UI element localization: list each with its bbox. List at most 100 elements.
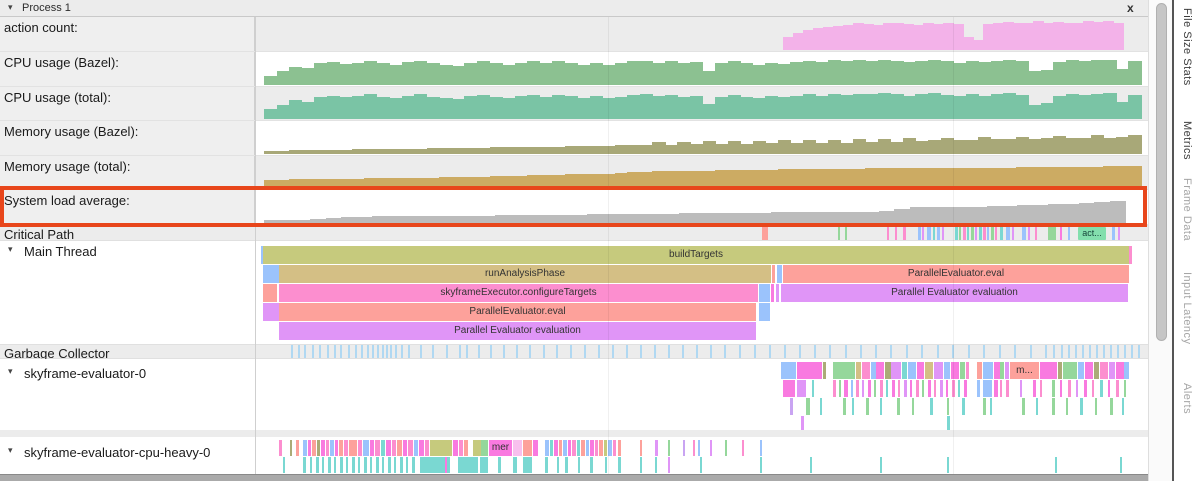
critical-path-slice[interactable] — [991, 227, 994, 240]
flame-slice[interactable] — [263, 303, 279, 321]
flame-slice[interactable] — [1058, 362, 1062, 379]
flame-slice[interactable] — [1124, 380, 1126, 397]
critical-path-slice[interactable] — [983, 227, 986, 240]
flame-slice[interactable] — [445, 457, 447, 473]
flame-slice[interactable] — [904, 380, 907, 397]
critical-path-slice[interactable] — [1012, 227, 1014, 240]
flame-slice-buildtargets[interactable]: buildTargets — [263, 246, 1129, 264]
flame-slice[interactable] — [618, 440, 621, 456]
gc-event-tick[interactable] — [1053, 345, 1055, 358]
flame-slice[interactable] — [577, 440, 580, 456]
counter-track[interactable] — [256, 87, 1148, 120]
flame-slice-skyframeexecutor-configuretargets[interactable]: skyframeExecutor.configureTargets — [279, 284, 758, 302]
tab-alerts[interactable]: Alerts — [1181, 383, 1193, 415]
flame-slice-mer[interactable]: mer — [489, 440, 512, 456]
critical-path-slice[interactable] — [987, 227, 989, 240]
flame-slice[interactable] — [910, 380, 912, 397]
flame-slice[interactable] — [891, 362, 901, 379]
gc-event-tick[interactable] — [304, 345, 306, 358]
flame-slice[interactable] — [334, 457, 336, 473]
flame-slice[interactable] — [851, 380, 853, 397]
critical-path-slice[interactable] — [1048, 227, 1056, 240]
collapse-triangle-icon[interactable]: ▾ — [8, 445, 13, 455]
gc-event-tick[interactable] — [784, 345, 786, 358]
gc-event-tick[interactable] — [1096, 345, 1098, 358]
flame-slice[interactable] — [339, 440, 343, 456]
flame-slice[interactable] — [856, 380, 859, 397]
flame-slice[interactable] — [810, 457, 812, 473]
gc-event-tick[interactable] — [312, 345, 314, 358]
flame-slice[interactable] — [554, 440, 558, 456]
flame-slice[interactable] — [934, 362, 943, 379]
flame-slice[interactable] — [856, 362, 861, 379]
flame-slice[interactable] — [880, 398, 882, 415]
flame-slice[interactable] — [346, 457, 348, 473]
flame-slice[interactable] — [820, 398, 822, 415]
gc-event-tick[interactable] — [829, 345, 831, 358]
flame-slice-parallelevaluator-eval[interactable]: ParallelEvaluator.eval — [783, 265, 1129, 283]
flame-slice[interactable] — [922, 380, 924, 397]
flame-slice[interactable] — [408, 440, 413, 456]
flame-slice[interactable] — [400, 457, 403, 473]
flame-slice[interactable] — [917, 362, 924, 379]
gc-event-tick[interactable] — [503, 345, 505, 358]
flame-slice[interactable] — [513, 440, 522, 456]
flame-slice[interactable] — [1000, 362, 1004, 379]
flame-slice[interactable] — [618, 457, 621, 473]
flame-slice[interactable] — [790, 398, 793, 415]
flame-slice[interactable] — [710, 440, 712, 456]
flame-slice[interactable] — [572, 440, 576, 456]
gc-event-tick[interactable] — [814, 345, 816, 358]
flame-slice[interactable] — [862, 362, 870, 379]
flame-slice[interactable] — [994, 380, 998, 397]
gc-event-tick[interactable] — [1103, 345, 1105, 358]
horizontal-scrollbar[interactable] — [0, 474, 1172, 481]
flame-slice[interactable] — [364, 457, 367, 473]
gc-event-tick[interactable] — [739, 345, 741, 358]
critical-path-slice[interactable] — [971, 227, 974, 240]
gc-event-tick[interactable] — [446, 345, 448, 358]
flame-slice[interactable] — [308, 440, 311, 456]
gc-event-tick[interactable] — [401, 345, 403, 358]
gc-event-tick[interactable] — [420, 345, 422, 358]
flame-slice[interactable] — [1040, 362, 1057, 379]
flame-slice[interactable] — [983, 380, 992, 397]
flame-slice[interactable] — [578, 457, 580, 473]
flame-slice[interactable] — [381, 440, 385, 456]
flame-slice[interactable] — [388, 457, 391, 473]
gc-event-tick[interactable] — [626, 345, 628, 358]
flame-slice[interactable] — [640, 440, 642, 456]
flame-slice[interactable] — [797, 362, 822, 379]
flame-slice[interactable] — [473, 440, 481, 456]
gc-event-tick[interactable] — [319, 345, 321, 358]
flame-slice[interactable] — [806, 398, 810, 415]
flame-slice[interactable] — [781, 362, 796, 379]
flame-slice[interactable] — [613, 440, 616, 456]
collapse-triangle-icon[interactable]: ▾ — [8, 366, 13, 376]
flame-slice[interactable] — [559, 440, 562, 456]
flame-slice[interactable] — [586, 440, 589, 456]
gc-event-tick[interactable] — [754, 345, 756, 358]
critical-path-slice[interactable] — [963, 227, 966, 240]
flame-slice[interactable] — [550, 440, 553, 456]
flame-slice[interactable] — [944, 362, 950, 379]
flame-slice[interactable] — [866, 398, 869, 415]
flame-slice[interactable] — [912, 398, 914, 415]
gc-event-tick[interactable] — [291, 345, 293, 358]
flame-slice[interactable] — [812, 380, 814, 397]
flame-slice[interactable] — [545, 440, 549, 456]
flame-slice[interactable] — [1020, 380, 1022, 397]
flame-slice[interactable] — [1092, 380, 1094, 397]
flame-slice[interactable] — [340, 457, 343, 473]
flame-slice[interactable] — [1006, 380, 1009, 397]
flame-slice[interactable] — [964, 380, 967, 397]
flame-slice[interactable] — [1022, 398, 1025, 415]
critical-path-action-slice[interactable]: act... — [1078, 227, 1106, 240]
flame-slice[interactable] — [940, 380, 943, 397]
flame-slice[interactable] — [263, 265, 279, 283]
flame-slice[interactable] — [1063, 362, 1077, 379]
flame-slice[interactable] — [1110, 398, 1113, 415]
flame-slice[interactable] — [403, 440, 407, 456]
gc-event-tick[interactable] — [382, 345, 384, 358]
gc-event-tick[interactable] — [1124, 345, 1126, 358]
